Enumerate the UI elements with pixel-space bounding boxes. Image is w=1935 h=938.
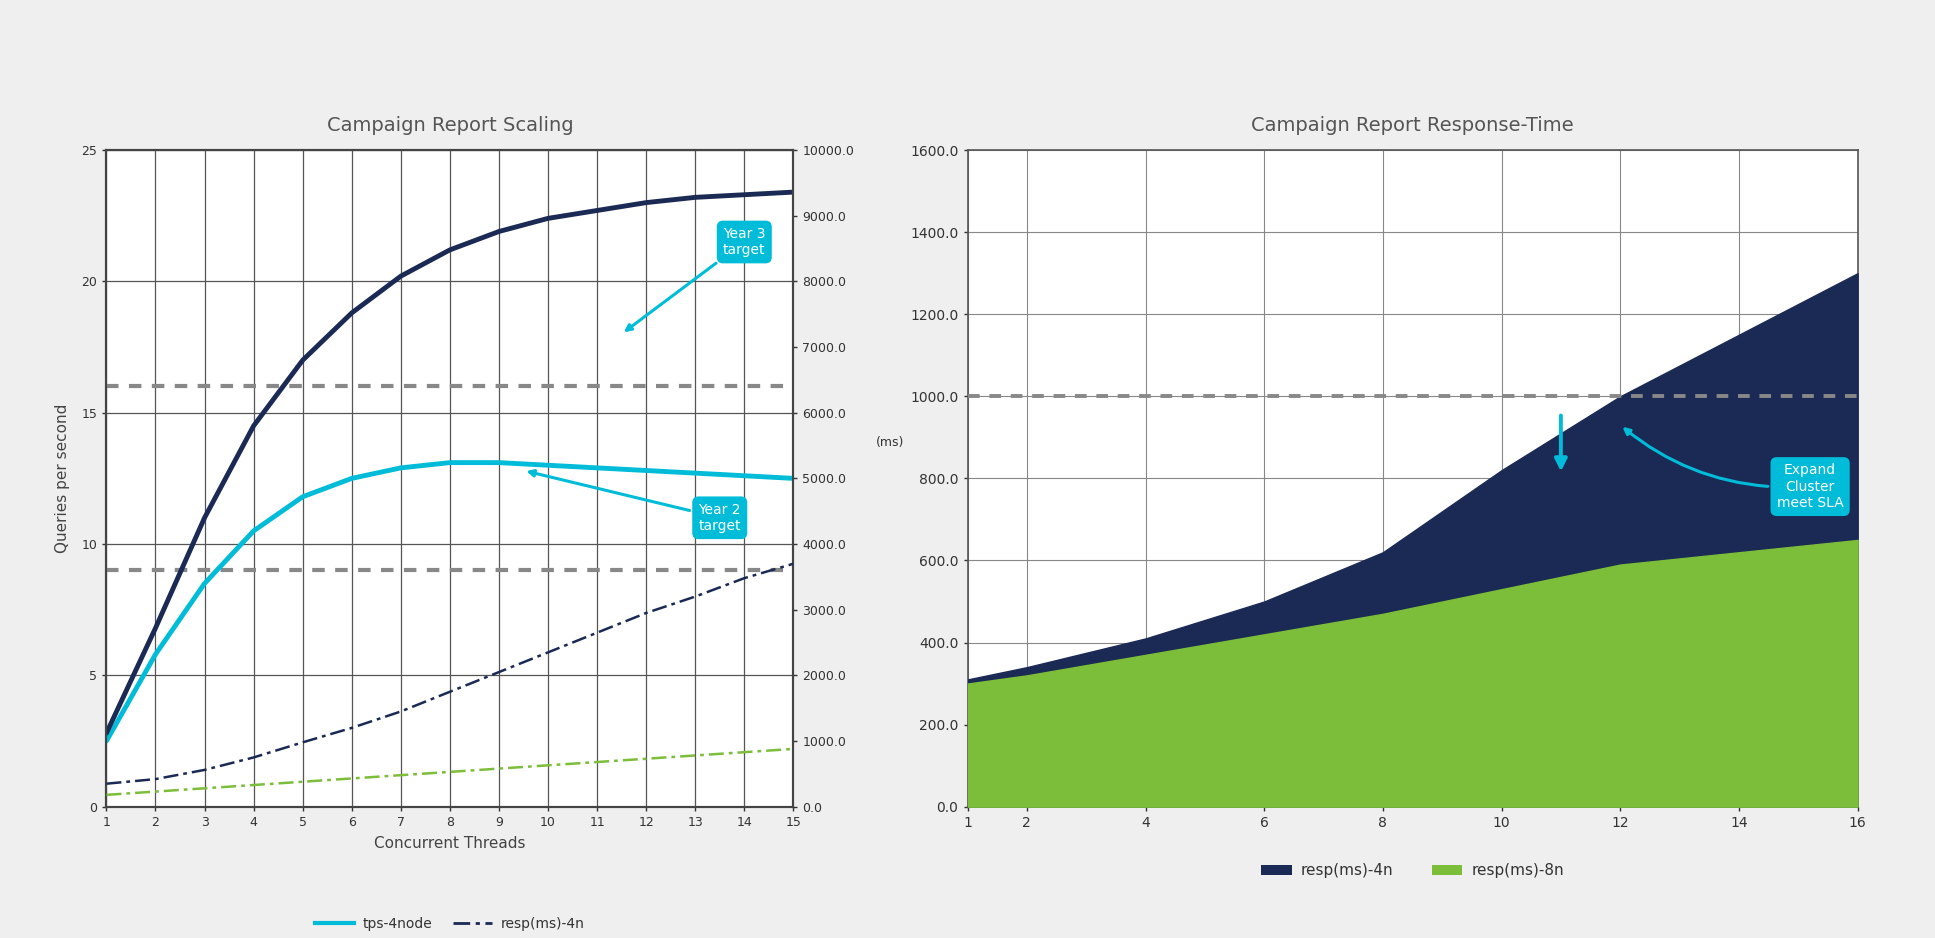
Legend: tps-4node, tps-8node, resp(ms)-4n, resp(ms)-8n: tps-4node, tps-8node, resp(ms)-4n, resp(… — [310, 911, 590, 938]
Y-axis label: Queries per second: Queries per second — [56, 403, 70, 553]
Title: Campaign Report Scaling: Campaign Report Scaling — [327, 115, 573, 135]
X-axis label: Concurrent Threads: Concurrent Threads — [373, 836, 526, 851]
Title: Campaign Report Response-Time: Campaign Report Response-Time — [1252, 115, 1573, 135]
Text: (ms): (ms) — [877, 436, 904, 448]
Legend: resp(ms)-4n, resp(ms)-8n: resp(ms)-4n, resp(ms)-8n — [1256, 857, 1569, 885]
Text: Expand
Cluster
meet SLA: Expand Cluster meet SLA — [1625, 429, 1844, 509]
Text: Year 2
target: Year 2 target — [530, 471, 741, 533]
Text: Year 3
target: Year 3 target — [627, 227, 766, 330]
